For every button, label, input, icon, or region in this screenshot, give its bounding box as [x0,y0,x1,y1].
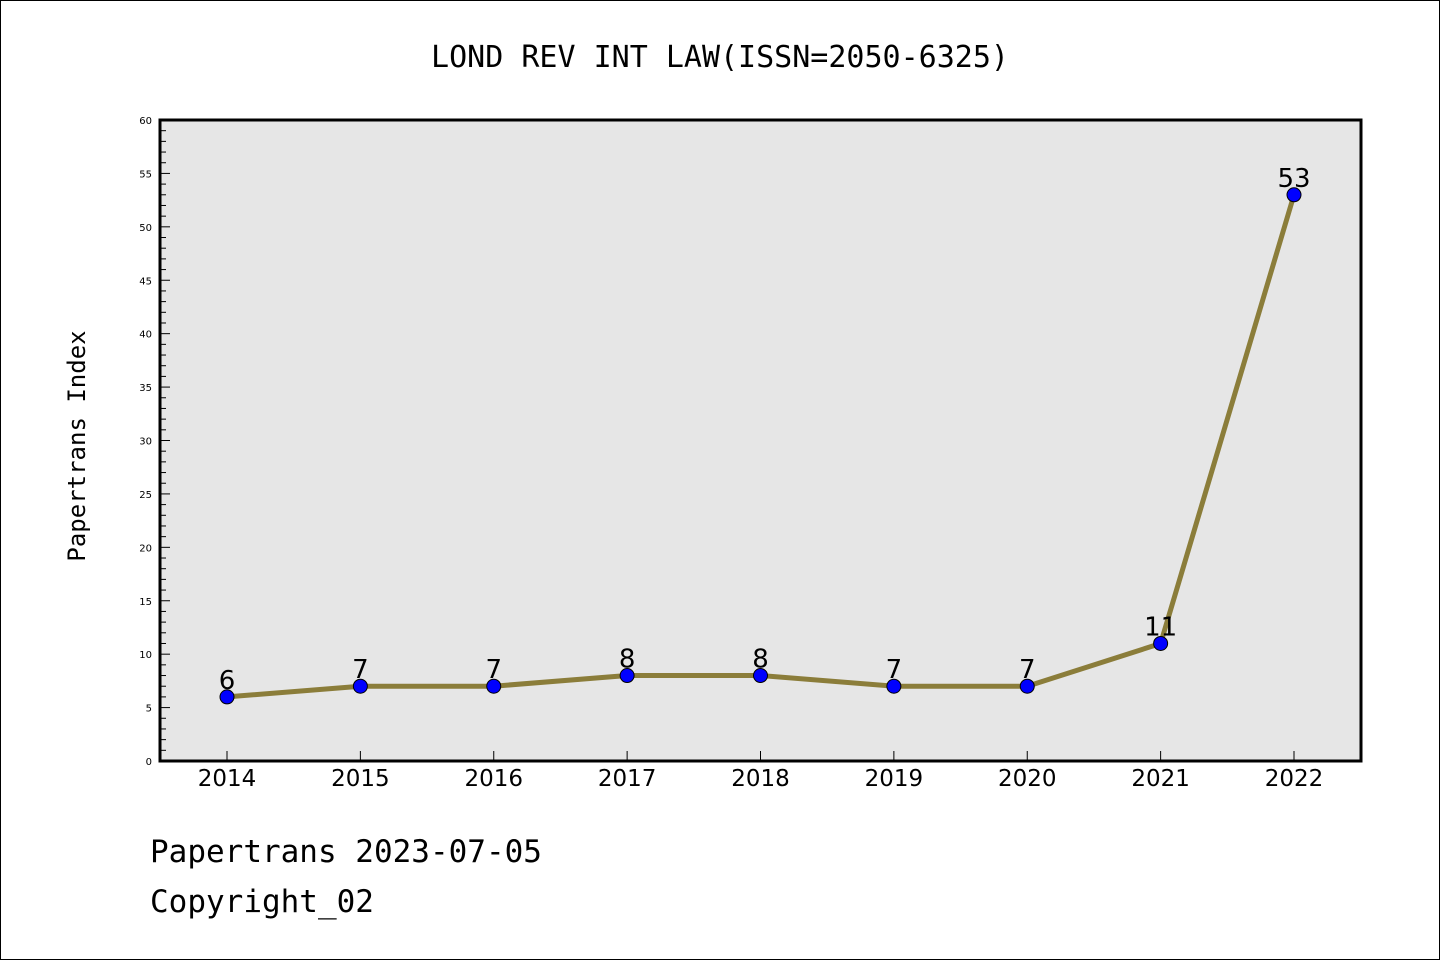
data-point-marker [352,678,368,694]
y-tick-label: 60 [139,116,152,127]
data-point-marker [753,668,768,684]
data-point-marker [619,668,635,684]
y-tick-label: 45 [139,276,152,287]
data-labels: 6 7 7 8 8 7 7 11 53 [219,164,1311,696]
data-point-marker [219,689,235,705]
data-point-marker [486,678,502,694]
x-tick-label: 2018 [731,766,790,792]
y-tick-label: 40 [139,330,152,341]
data-point-label: 6 [219,666,236,696]
data-point-label: 7 [352,655,369,685]
x-tick-label: 2021 [1131,766,1190,792]
y-tick-label: 15 [139,597,152,608]
data-point-label: 11 [1144,612,1177,642]
x-tick-label: 2022 [1265,766,1324,792]
chart-title: LOND REV INT LAW(ISSN=2050-6325) [431,40,1009,75]
y-tick-label: 10 [139,650,152,661]
data-point-marker [1286,187,1302,203]
data-point-label: 7 [886,655,903,685]
data-markers [219,187,1302,705]
plot-area [158,118,1363,763]
y-tick-label: 30 [139,437,152,448]
data-point-label: 7 [485,655,502,685]
data-point-marker [1153,635,1169,651]
y-tick-label: 5 [146,704,152,715]
x-tick-label: 2020 [998,766,1057,792]
x-tick-label: 2019 [865,766,924,792]
footer-copyright-text: Copyright_02 [150,884,374,920]
y-tick-label: 50 [139,223,152,234]
x-tick-label: 2014 [198,766,257,792]
data-point-label: 8 [619,645,636,675]
x-tick-label: 2015 [331,766,390,792]
x-tick-label: 2016 [464,766,523,792]
y-tick-label: 25 [139,490,152,501]
data-point-label: 7 [1019,655,1036,685]
y-tick-label: 0 [146,757,152,768]
data-point-label: 8 [752,645,769,675]
data-point-label: 53 [1277,164,1310,194]
y-axis-ticks: 0 5 10 15 20 25 30 35 40 45 50 55 60 [139,116,170,768]
data-point-marker [886,678,902,694]
y-tick-label: 55 [139,169,152,180]
y-tick-label: 20 [139,543,152,554]
x-tick-label: 2017 [598,766,657,792]
y-axis-label: Papertrans Index [63,330,91,561]
x-axis-ticks: 2014 2015 2016 2017 2018 2019 2020 2021 2022 [198,751,1324,792]
data-point-marker [1019,678,1035,694]
y-tick-label: 35 [139,383,152,394]
footer-date-text: Papertrans 2023-07-05 [150,834,542,870]
